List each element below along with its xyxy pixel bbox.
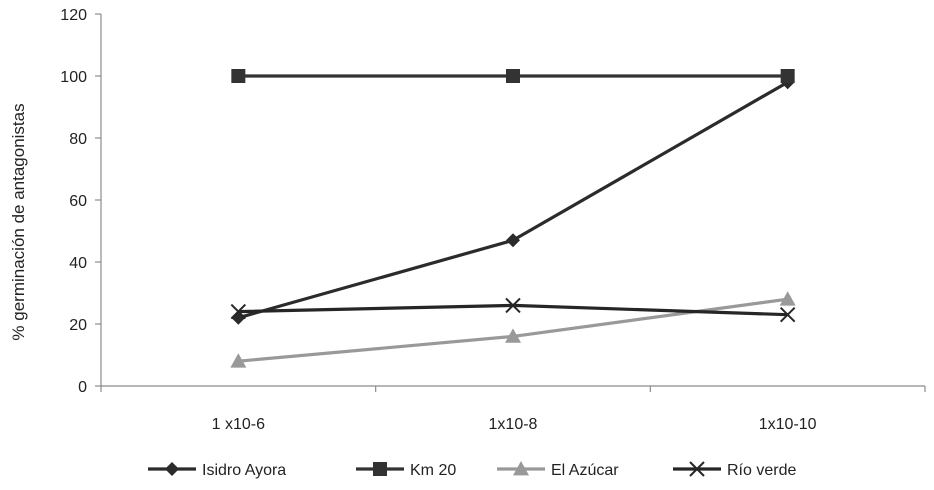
legend-marker-x — [689, 461, 705, 477]
legend-label: Río verde — [727, 462, 796, 479]
y-tick-label: 120 — [60, 7, 87, 24]
legend-item: El Azúcar — [497, 461, 619, 479]
legend: Isidro Ayora Km 20 El Azúcar Río verde — [148, 461, 796, 479]
x-tick-label: 1x10-10 — [759, 416, 817, 433]
y-tick-label: 60 — [69, 193, 87, 210]
x-tick-label: 1 x10-6 — [212, 416, 265, 433]
series-1 — [231, 69, 795, 83]
y-axis-title-group: % germinación de antagonistas — [9, 103, 28, 340]
series-2 — [230, 291, 796, 368]
data-point-x — [505, 297, 521, 314]
data-point-triangle — [230, 353, 247, 368]
data-point-triangle — [505, 328, 521, 343]
data-point-square — [506, 69, 520, 83]
x-tick-label: 1x10-8 — [489, 416, 538, 433]
axes — [95, 13, 926, 392]
legend-marker-square — [373, 462, 387, 476]
legend-marker-triangle — [513, 461, 529, 476]
series-line — [237, 80, 789, 320]
legend-marker-diamond — [165, 462, 179, 476]
series-3 — [230, 297, 796, 323]
y-tick-label: 20 — [69, 317, 87, 334]
data-point-triangle — [779, 291, 796, 306]
data-point-x — [230, 303, 247, 320]
legend-item: Isidro Ayora — [148, 462, 286, 479]
legend-label: Isidro Ayora — [202, 462, 286, 479]
x-tick-labels: 1 x10-6 1x10-8 1x10-10 — [212, 416, 817, 433]
series-0 — [231, 75, 795, 325]
legend-item: Km 20 — [356, 462, 456, 479]
y-axis-title: % germinación de antagonistas — [9, 103, 28, 340]
data-point-diamond — [506, 233, 520, 248]
y-tick-label: 40 — [69, 255, 87, 272]
y-tick-labels: 0 20 40 60 80 100 120 — [60, 7, 87, 396]
y-tick-label: 0 — [78, 379, 87, 396]
legend-item: Río verde — [673, 461, 796, 479]
series-layer — [230, 69, 796, 368]
legend-label: Km 20 — [410, 462, 456, 479]
data-point-square — [231, 69, 246, 83]
data-point-x — [779, 306, 796, 323]
y-tick-label: 80 — [69, 131, 87, 148]
legend-label: El Azúcar — [551, 462, 619, 479]
y-tick-label: 100 — [60, 69, 87, 86]
data-point-square — [780, 69, 795, 83]
